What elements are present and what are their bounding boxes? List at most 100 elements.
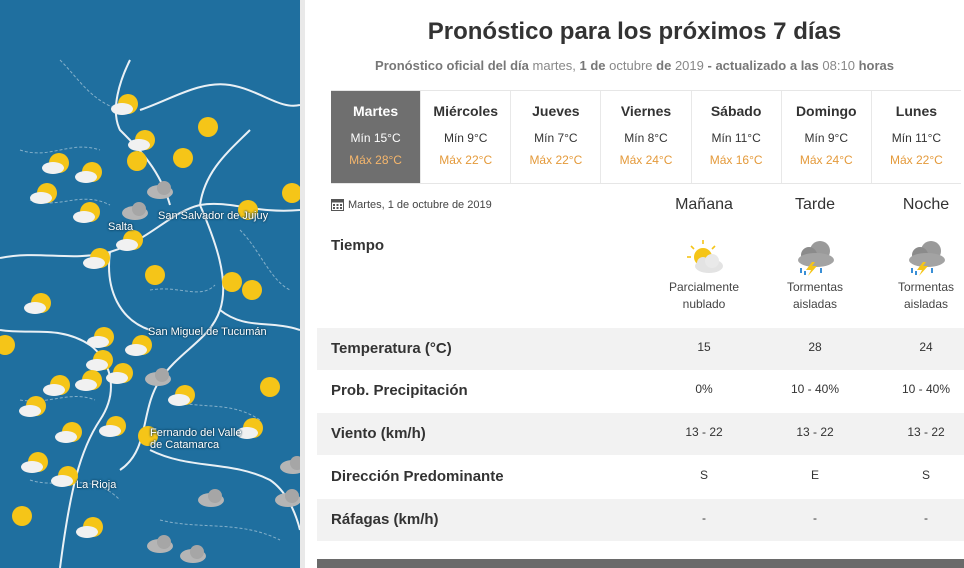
subtitle-day: martes, (532, 58, 576, 73)
storm-cloud-icon (147, 535, 173, 553)
row-wind: Viento (km/h) 13 - 22 13 - 22 13 - 22 (317, 413, 964, 455)
row-label: Prob. Precipitación (331, 382, 468, 399)
row-value: 15 (697, 340, 711, 354)
row-value: - (702, 511, 706, 525)
city-label: Salta (108, 221, 134, 233)
storm-cloud-icon (198, 489, 224, 507)
row-value: S (921, 468, 930, 482)
row-value: 28 (808, 340, 822, 354)
subtitle-de: de (656, 58, 672, 73)
partly-cloudy-icon (75, 162, 102, 183)
forecast-subtitle: Pronóstico oficial del día martes, 1 de … (305, 58, 964, 73)
partly-cloudy-icon (75, 370, 102, 391)
partly-cloudy-icon (73, 202, 100, 223)
detail-date-text: Martes, 1 de octubre de 2019 (348, 198, 492, 211)
sun-icon (198, 117, 218, 137)
city-label: San Salvador de Jujuy (158, 210, 269, 222)
tab-day-0[interactable]: Martes Mín 15°C Máx 28°C (331, 91, 422, 183)
partly-cloudy-icon (55, 422, 82, 443)
tiempo-label: Tiempo (331, 237, 385, 254)
day-name: Jueves (532, 103, 580, 119)
sun-icon (127, 151, 147, 171)
row-label: Viento (km/h) (331, 425, 426, 442)
row-label: Ráfagas (km/h) (331, 511, 439, 528)
row-value: 13 - 22 (907, 425, 945, 439)
sun-icon (242, 280, 262, 300)
row-precipitation: Prob. Precipitación 0% 10 - 40% 10 - 40% (317, 370, 964, 412)
tab-day-2[interactable]: Jueves Mín 7°C Máx 22°C (511, 91, 602, 183)
tab-day-4[interactable]: Sábado Mín 11°C Máx 16°C (692, 91, 782, 183)
partly-cloudy-icon (99, 416, 126, 437)
partly-cloudy-icon (128, 130, 155, 151)
partly-cloudy-icon (24, 293, 51, 314)
subtitle-year: 2019 (674, 58, 704, 73)
partly-cloudy-icon (43, 375, 70, 396)
period-afternoon: Tarde (794, 196, 836, 213)
day-name: Lunes (895, 103, 938, 119)
detail-date: Martes, 1 de octubre de 2019 (331, 198, 492, 211)
row-value: 10 - 40% (790, 382, 840, 396)
day-min-temp: Mín 9°C (443, 131, 488, 145)
day-min-temp: Mín 15°C (350, 131, 401, 145)
day-max-temp: Máx 16°C (709, 153, 763, 167)
partly-cloudy-icon (125, 335, 152, 356)
partly-cloudy-icon (51, 466, 78, 487)
day-name: Martes (353, 103, 399, 119)
period-morning: Mañana (675, 196, 733, 213)
tab-day-3[interactable]: Viernes Mín 8°C Máx 24°C (601, 91, 692, 183)
subtitle-day-num: 1 (579, 58, 587, 73)
city-label: San Miguel de Tucumán (148, 326, 267, 338)
panel-divider (300, 0, 305, 568)
row-label: Temperatura (°C) (331, 340, 452, 357)
tab-day-6[interactable]: Lunes Mín 11°C Máx 22°C (872, 91, 961, 183)
forecast-panel: Pronóstico para los próximos 7 días Pron… (305, 0, 964, 568)
partly-cloudy-icon (19, 396, 46, 417)
day-min-temp: Mín 8°C (624, 131, 668, 145)
city-label: Fernando del Valle de Catamarca (150, 427, 242, 451)
calendar-icon (331, 199, 344, 211)
storm-cloud-icon (147, 181, 173, 199)
day-max-temp: Máx 22°C (529, 153, 583, 167)
tab-day-1[interactable]: Miércoles Mín 9°C Máx 22°C (421, 91, 512, 183)
weather-map[interactable]: Salta San Salvador de Jujuy San Miguel d… (0, 0, 300, 568)
day-max-temp: Máx 28°C (349, 153, 402, 167)
sun-icon (173, 148, 193, 168)
weather-description: Tormentas aisladas (871, 279, 964, 313)
day-name: Domingo (795, 103, 857, 119)
row-value: S (699, 468, 708, 482)
partly-cloudy-icon (168, 385, 195, 406)
day-min-temp: Mín 11°C (711, 131, 761, 145)
day-name: Viernes (620, 103, 672, 119)
row-value: - (924, 511, 928, 525)
partly-cloudy-icon (111, 94, 138, 115)
row-temperature: Temperatura (°C) 15 28 24 (317, 328, 964, 370)
weather-desc-line: Tormentas (897, 280, 955, 294)
subtitle-time: 08:10 (822, 58, 855, 73)
tab-day-5[interactable]: Domingo Mín 9°C Máx 24°C (782, 91, 872, 183)
partly-cloudy-icon (86, 350, 113, 371)
row-value: 10 - 40% (901, 382, 951, 396)
subtitle-updated-label: - actualizado a las (707, 58, 819, 73)
city-label: La Rioja (76, 479, 117, 491)
map-borders (0, 59, 300, 568)
partly-cloudy-icon (21, 452, 48, 473)
subtitle-de: de (590, 58, 606, 73)
weather-desc-line: aisladas (792, 297, 838, 311)
row-label: Dirección Predominante (331, 468, 504, 485)
row-gusts: Ráfagas (km/h) - - - (317, 499, 964, 541)
weather-description: Tormentas aisladas (760, 279, 870, 313)
storm-cloud-icon (145, 368, 171, 386)
thunderstorm-icon (760, 238, 870, 281)
partly-cloudy-icon (76, 517, 103, 538)
row-value: E (810, 468, 819, 482)
sun-icon (12, 506, 32, 526)
row-value: 13 - 22 (685, 425, 723, 439)
weather-desc-line: Parcialmente (668, 280, 740, 294)
row-value: 24 (919, 340, 933, 354)
subtitle-month: octubre (609, 58, 653, 73)
day-tabs: Martes Mín 15°C Máx 28°C Miércoles Mín 9… (331, 90, 961, 184)
sun-icon (260, 377, 280, 397)
partly-cloudy-icon (116, 230, 143, 251)
weather-description: Parcialmente nublado (649, 279, 759, 313)
row-value: - (813, 511, 817, 525)
